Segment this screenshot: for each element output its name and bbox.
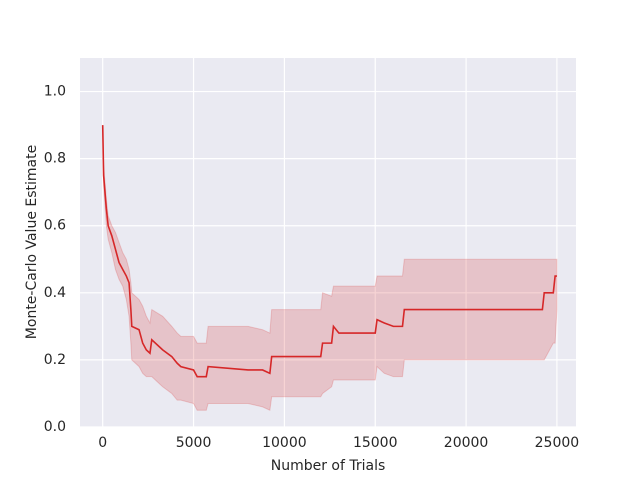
x-tick-label: 20000	[444, 435, 489, 451]
x-tick-label: 10000	[262, 435, 307, 451]
y-tick-label: 0.0	[44, 419, 66, 435]
y-axis-label: Monte-Carlo Value Estimate	[24, 145, 40, 339]
y-tick-label: 0.2	[44, 352, 66, 368]
x-axis-label: Number of Trials	[271, 458, 386, 474]
y-tick-label: 0.6	[44, 218, 66, 234]
line	[101, 125, 557, 378]
x-tick-label: 15000	[353, 435, 398, 451]
y-tick-label: 1.0	[44, 84, 66, 100]
confidence-band	[102, 125, 558, 411]
x-tick-label: 25000	[535, 435, 580, 451]
x-tick-label: 5000	[176, 435, 212, 451]
x-tick-label: 0	[98, 435, 107, 451]
y-tick-label: 0.4	[44, 285, 66, 301]
plot-area	[80, 58, 576, 427]
y-tick-label: 0.8	[44, 151, 66, 167]
